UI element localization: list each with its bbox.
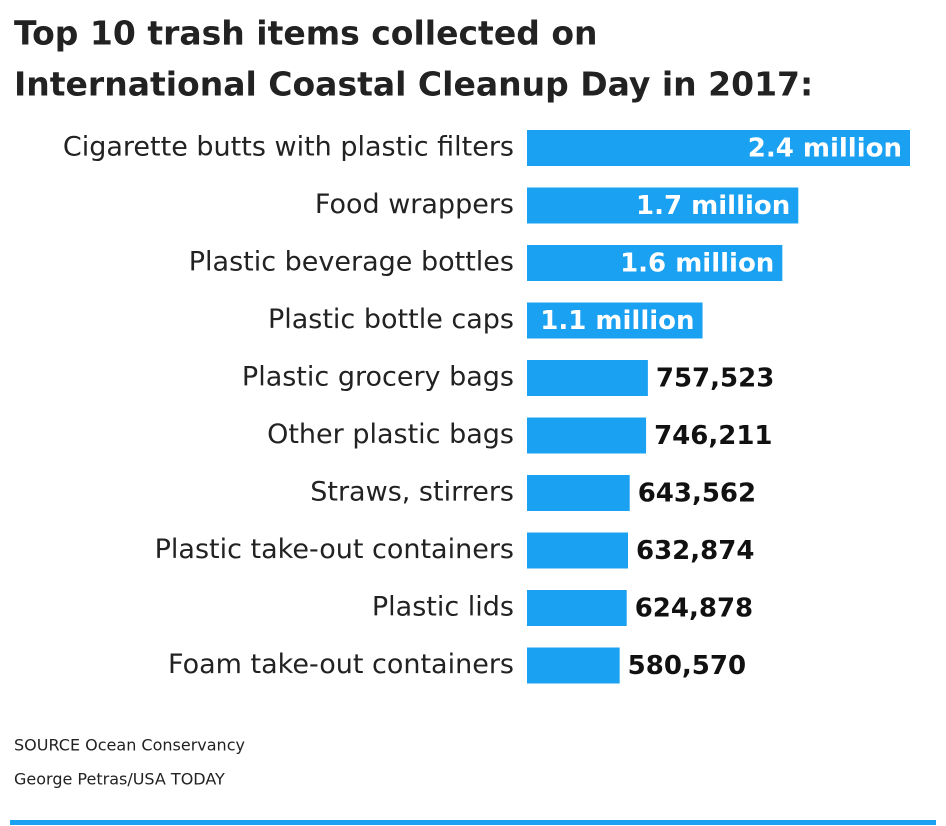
bar xyxy=(527,475,630,511)
value-label: 632,874 xyxy=(636,536,754,566)
bar xyxy=(527,590,627,626)
chart-title: International Coastal Cleanup Day in 201… xyxy=(14,65,813,104)
category-label: Straws, stirrers xyxy=(310,477,514,508)
category-label: Plastic grocery bags xyxy=(242,362,514,393)
category-label: Foam take-out containers xyxy=(168,649,514,680)
chart-title: Top 10 trash items collected on xyxy=(14,14,597,53)
value-label: 1.1 million xyxy=(540,306,694,336)
category-label: Other plastic bags xyxy=(267,419,514,450)
bar xyxy=(527,187,799,224)
bar xyxy=(527,245,783,281)
value-label: 580,570 xyxy=(628,651,746,681)
value-label: 1.7 million xyxy=(636,191,790,221)
bottom-rule xyxy=(10,820,936,825)
value-label: 1.6 million xyxy=(620,249,774,279)
value-label: 2.4 million xyxy=(748,134,902,164)
category-label: Plastic lids xyxy=(372,592,514,623)
bar xyxy=(527,360,648,396)
bar xyxy=(527,532,628,569)
value-label: 643,562 xyxy=(638,479,756,509)
category-label: Cigarette butts with plastic filters xyxy=(63,132,514,163)
category-label: Plastic take-out containers xyxy=(155,534,514,565)
bar xyxy=(527,130,910,166)
value-label: 757,523 xyxy=(656,364,774,394)
bar xyxy=(527,302,703,339)
category-label: Food wrappers xyxy=(315,189,514,220)
source: SOURCE Ocean Conservancy xyxy=(14,736,245,755)
category-label: Plastic beverage bottles xyxy=(189,247,514,278)
value-label: 624,878 xyxy=(635,594,753,624)
bar xyxy=(527,417,647,454)
value-label: 746,211 xyxy=(654,421,772,451)
bar xyxy=(527,647,620,684)
category-label: Plastic bottle caps xyxy=(268,304,514,335)
credit: George Petras/USA TODAY xyxy=(14,770,225,789)
